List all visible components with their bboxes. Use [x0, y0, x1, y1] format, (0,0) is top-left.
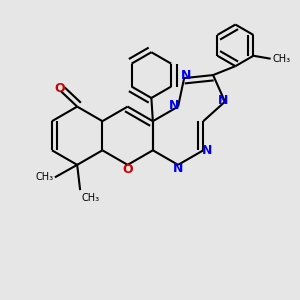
Text: O: O [122, 163, 133, 176]
Text: N: N [169, 99, 180, 112]
Text: CH₃: CH₃ [82, 193, 100, 202]
Text: N: N [181, 69, 192, 82]
Text: N: N [218, 94, 228, 107]
Text: O: O [54, 82, 65, 95]
Text: N: N [173, 162, 183, 175]
Text: N: N [202, 144, 212, 157]
Text: CH₃: CH₃ [272, 54, 290, 64]
Text: CH₃: CH₃ [35, 172, 53, 182]
